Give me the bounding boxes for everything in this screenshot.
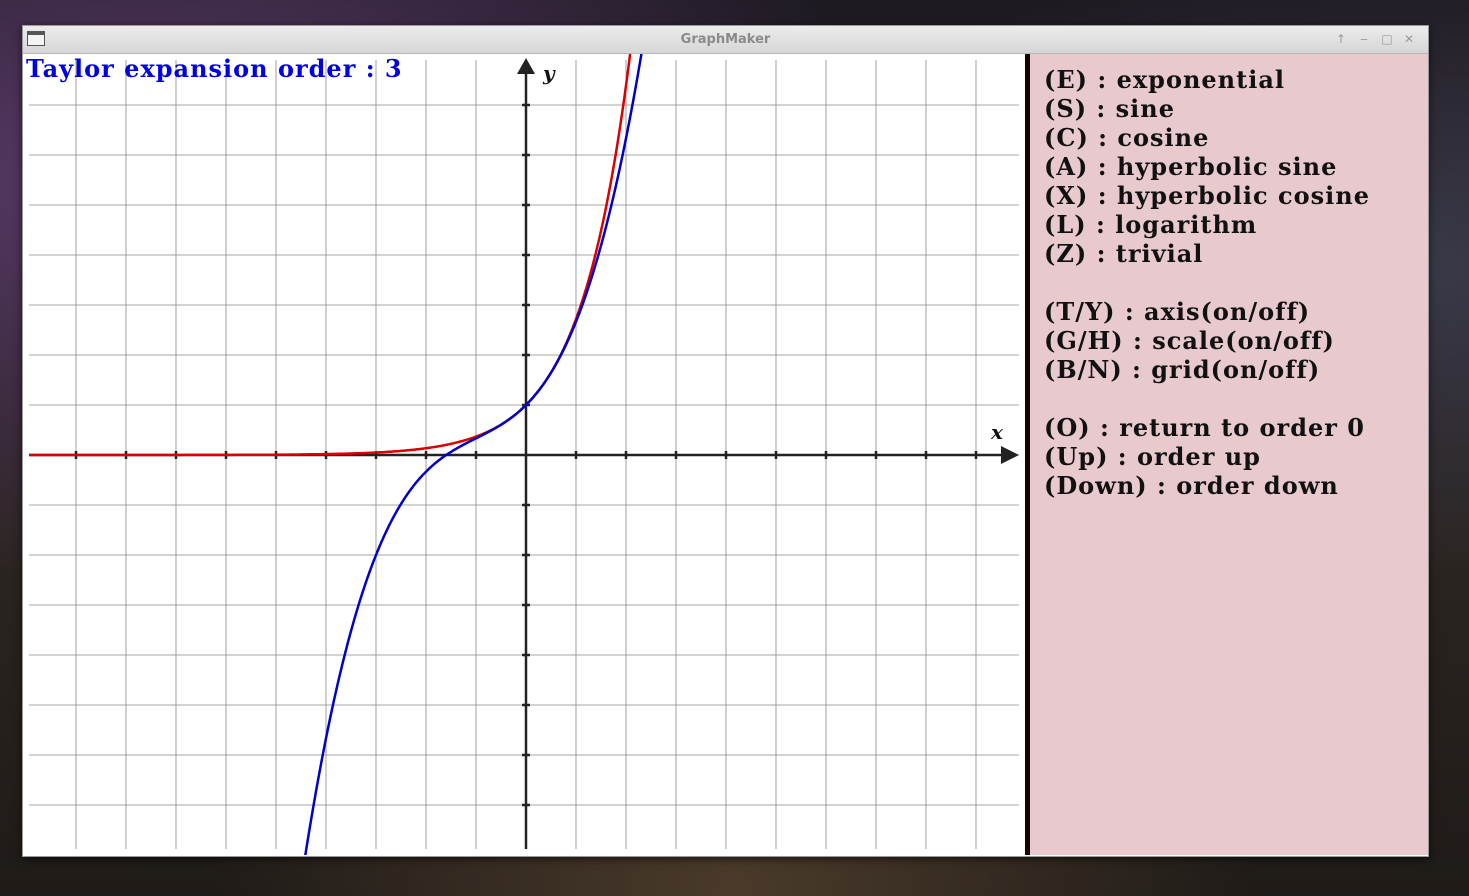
shortcut-key: (T/Y)	[1044, 297, 1116, 326]
shortcut-item: (Up) : order up	[1044, 442, 1370, 471]
shortcut-item: (A) : hyperbolic sine	[1044, 152, 1370, 181]
shortcut-description: : hyperbolic cosine	[1088, 181, 1370, 210]
graphmaker-window: GraphMaker ↑ ‒ □ ✕ x y Taylor expansion …	[22, 25, 1429, 857]
shortcut-item: (Z) : trivial	[1044, 239, 1370, 268]
shortcut-description: : exponential	[1088, 65, 1285, 94]
y-axis-arrow	[517, 58, 535, 74]
shortcut-key: (Z)	[1044, 239, 1088, 268]
shortcut-key: (L)	[1044, 210, 1087, 239]
taylor-polynomial-curve	[304, 54, 643, 855]
shortcut-item: (T/Y) : axis(on/off)	[1044, 297, 1370, 326]
shortcut-item: (C) : cosine	[1044, 123, 1370, 152]
shortcut-key: (E)	[1044, 65, 1089, 94]
shortcut-item: (Down) : order down	[1044, 471, 1370, 500]
shortcut-item: (B/N) : grid(on/off)	[1044, 355, 1370, 384]
title-bar[interactable]: GraphMaker ↑ ‒ □ ✕	[23, 26, 1428, 54]
shortcut-description: : order up	[1108, 442, 1261, 471]
shortcut-item: (O) : return to order 0	[1044, 413, 1370, 442]
shortcut-key: (G/H)	[1044, 326, 1124, 355]
shortcut-item: (E) : exponential	[1044, 65, 1370, 94]
keep-above-icon[interactable]: ↑	[1335, 32, 1347, 46]
list-spacer	[1044, 384, 1370, 413]
graph-canvas[interactable]: x y Taylor expansion order : 3	[23, 54, 1025, 855]
shortcut-description: : return to order 0	[1090, 413, 1365, 442]
shortcut-description: : grid(on/off)	[1122, 355, 1321, 384]
shortcut-key: (C)	[1044, 123, 1089, 152]
shortcut-description: : axis(on/off)	[1115, 297, 1311, 326]
shortcut-key: (O)	[1044, 413, 1091, 442]
shortcut-description: : order down	[1147, 471, 1339, 500]
shortcut-item: (L) : logarithm	[1044, 210, 1370, 239]
y-axis-label: y	[542, 61, 556, 85]
panel-divider	[1025, 54, 1030, 855]
shortcut-key: (S)	[1044, 94, 1088, 123]
axes	[29, 58, 1019, 849]
shortcut-item: (X) : hyperbolic cosine	[1044, 181, 1370, 210]
function-plot: x y	[29, 54, 1019, 855]
close-icon[interactable]: ✕	[1403, 32, 1415, 46]
maximize-icon[interactable]: □	[1381, 32, 1393, 46]
shortcut-description: : sine	[1087, 94, 1175, 123]
shortcut-key: (B/N)	[1044, 355, 1123, 384]
shortcut-key: (Up)	[1044, 442, 1109, 471]
list-spacer	[1044, 268, 1370, 297]
exponential-curve	[29, 54, 632, 457]
curves	[29, 54, 643, 855]
shortcut-description: : cosine	[1088, 123, 1210, 152]
window-menu-icon[interactable]	[27, 31, 45, 46]
shortcut-description: : hyperbolic sine	[1088, 152, 1338, 181]
window-title: GraphMaker	[680, 32, 771, 47]
minimize-icon[interactable]: ‒	[1360, 32, 1368, 46]
taylor-order-label: Taylor expansion order : 3	[26, 54, 403, 83]
shortcut-key: (A)	[1044, 152, 1089, 181]
keyboard-shortcut-list: (E) : exponential (S) : sine (C) : cosine(…	[1044, 65, 1370, 500]
help-panel: (E) : exponential (S) : sine (C) : cosine(…	[1030, 54, 1428, 855]
shortcut-description: : scale(on/off)	[1123, 326, 1335, 355]
x-axis-label: x	[990, 420, 1004, 444]
shortcut-item: (G/H) : scale(on/off)	[1044, 326, 1370, 355]
shortcut-key: (X)	[1044, 181, 1089, 210]
shortcut-description: : trivial	[1087, 239, 1204, 268]
x-axis-arrow	[1001, 446, 1019, 464]
shortcut-description: : logarithm	[1086, 210, 1258, 239]
shortcut-item: (S) : sine	[1044, 94, 1370, 123]
shortcut-key: (Down)	[1044, 471, 1148, 500]
